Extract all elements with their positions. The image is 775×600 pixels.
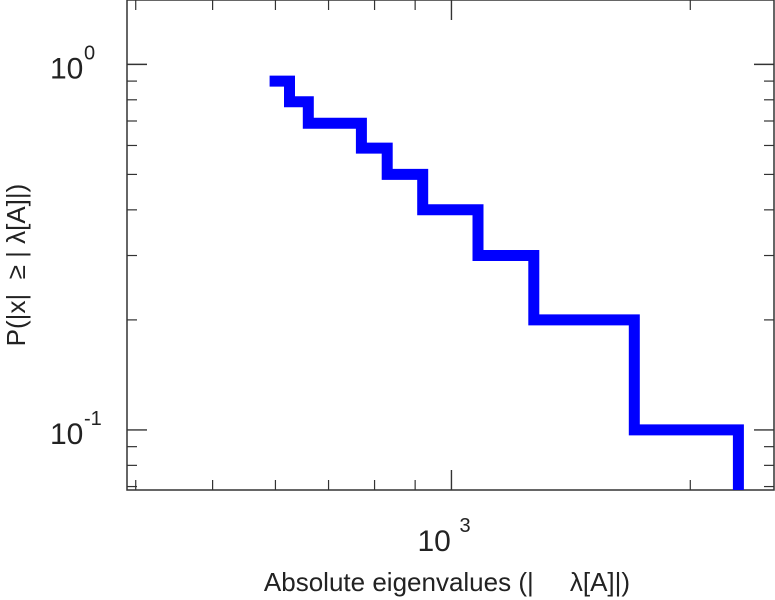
x-tick-label-base: 10 bbox=[417, 525, 450, 558]
plot-area-frame bbox=[126, 0, 775, 491]
y-tick-label-base: 10 bbox=[50, 52, 83, 85]
x-tick-label-exponent: 3 bbox=[459, 515, 470, 537]
x-axis-label: Absolute eigenvalues (| λ[A]|) bbox=[264, 567, 630, 597]
y-tick-label-base: 10 bbox=[50, 418, 83, 451]
tick-labels: 10 310 010 -1 bbox=[50, 42, 471, 558]
series-layer bbox=[269, 75, 744, 490]
y-tick-label-exponent: 0 bbox=[84, 42, 95, 64]
major-ticks bbox=[127, 0, 774, 490]
minor-ticks bbox=[127, 0, 774, 490]
y-axis-label: P(|x| ≥ | λ[A]|) bbox=[1, 184, 31, 347]
cumulative-distribution-step-line bbox=[269, 75, 744, 490]
y-tick-label-exponent: -1 bbox=[84, 408, 102, 430]
